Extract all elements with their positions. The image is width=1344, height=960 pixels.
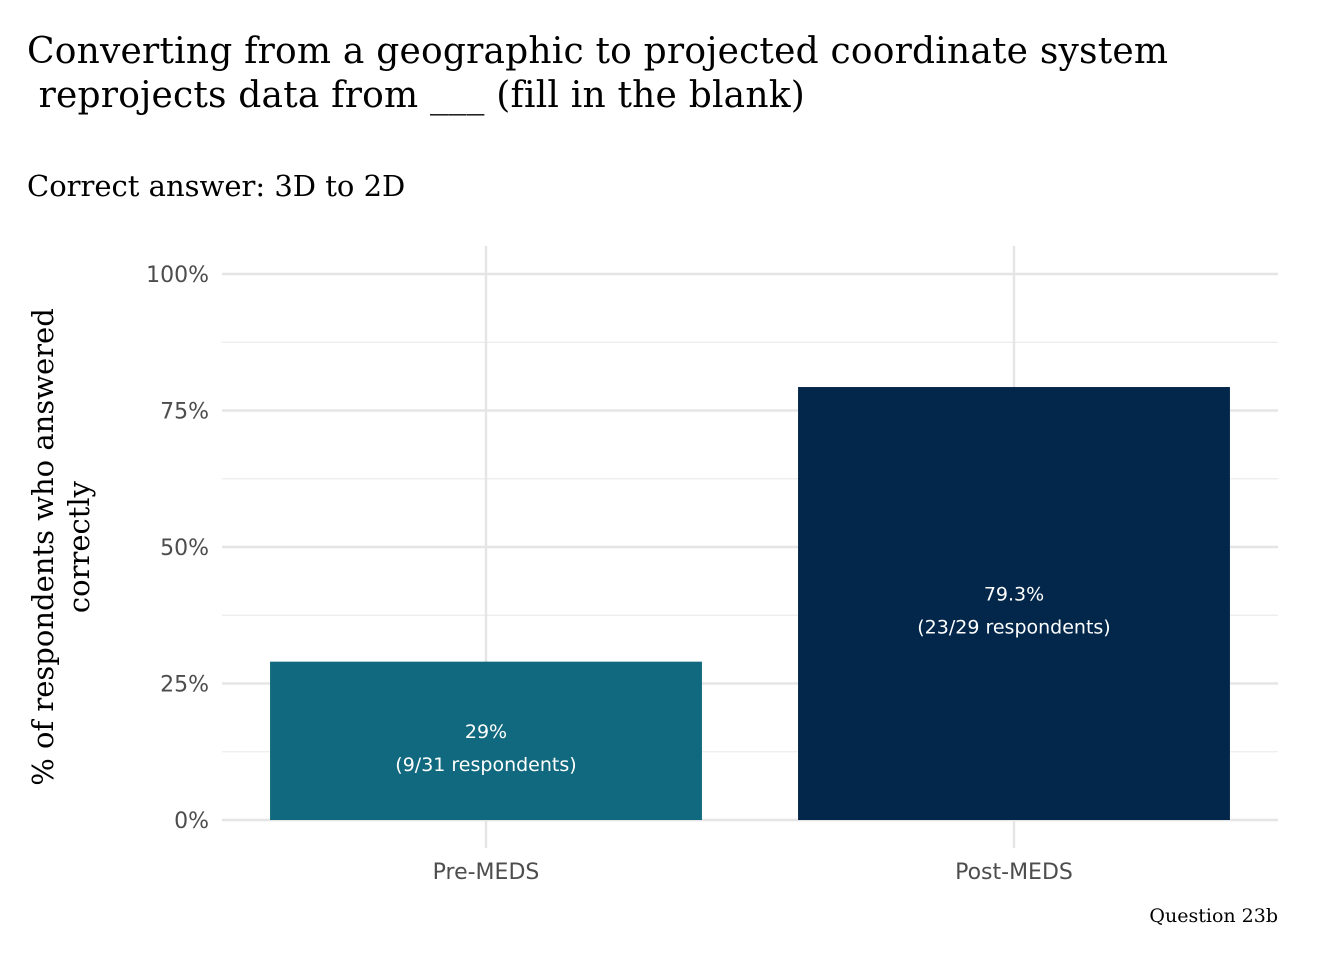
y-tick-label: 50%: [160, 536, 209, 561]
y-axis-ticks: 0% 25% 50% 75% 100%: [146, 263, 209, 834]
bars: [270, 387, 1230, 820]
bar-pre-meds: [270, 661, 702, 820]
bar-count-label: (9/31 respondents): [395, 754, 576, 776]
bar-labels: 29% (9/31 respondents) 79.3% (23/29 respond…: [395, 584, 1110, 776]
x-tick-label: Post-MEDS: [955, 860, 1073, 885]
y-tick-label: 100%: [146, 263, 209, 288]
x-axis-ticks: Pre-MEDS Post-MEDS: [433, 860, 1073, 885]
bar-value-label: 29%: [465, 721, 507, 743]
bar-value-label: 79.3%: [984, 584, 1044, 606]
x-tick-label: Pre-MEDS: [433, 860, 540, 885]
y-tick-label: 25%: [160, 673, 209, 698]
chart-caption: Question 23b: [1149, 905, 1278, 927]
bar-post-meds: [798, 387, 1230, 820]
bar-count-label: (23/29 respondents): [917, 617, 1110, 639]
chart-subtitle: Correct answer: 3D to 2D: [27, 169, 406, 203]
y-tick-label: 0%: [174, 809, 209, 834]
y-tick-label: 75%: [160, 400, 209, 425]
chart-title: Converting from a geographic to projecte…: [27, 31, 1169, 116]
